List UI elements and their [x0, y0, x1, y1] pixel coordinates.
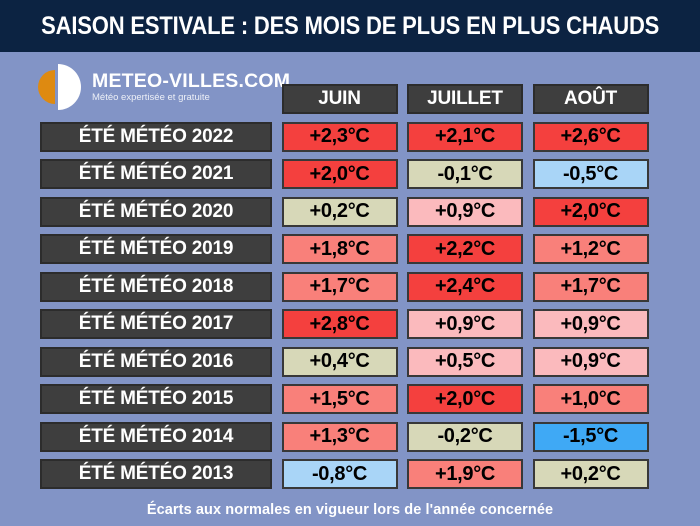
logo-orange-halfmoon	[38, 70, 55, 104]
column-header-août: AOÛT	[532, 84, 649, 114]
value-cell: +2,3°C	[281, 121, 398, 152]
row-label: ÉTÉ MÉTÉO 2013	[40, 459, 272, 489]
column-header-juin: JUIN	[281, 84, 398, 114]
value-cell: +2,0°C	[407, 384, 523, 414]
value-cell: -1,5°C	[532, 421, 649, 452]
row-label: ÉTÉ MÉTÉO 2018	[40, 271, 272, 302]
value-cell: -0,8°C	[281, 459, 398, 489]
logo-tagline: Météo expertisée et gratuite	[92, 92, 210, 104]
value-cell: +2,2°C	[407, 234, 523, 264]
logo-white-halfmoon	[58, 64, 81, 110]
row-label: ÉTÉ MÉTÉO 2021	[40, 159, 272, 189]
footer: Écarts aux normales en vigueur lors de l…	[0, 501, 700, 519]
footer-caption: Écarts aux normales en vigueur lors de l…	[146, 502, 554, 518]
value-cell: +1,5°C	[281, 384, 398, 414]
value-cell: +0,2°C	[532, 459, 649, 489]
value-cell: +2,0°C	[532, 196, 649, 227]
banner-title: SAISON ESTIVALE : DES MOIS DE PLUS EN PL…	[40, 11, 660, 40]
logo-text: METEO-VILLES.COM Météo expertisée et gra…	[92, 69, 291, 104]
logo-icon	[36, 63, 82, 111]
value-cell: +2,8°C	[281, 309, 398, 339]
value-cell: +0,4°C	[281, 346, 398, 377]
data-table: JUIN JUILLET AOÛT ÉTÉ MÉTÉO 2022 +2,3°C +2,1°…	[40, 84, 649, 489]
value-cell: +1,2°C	[532, 234, 649, 264]
row-label: ÉTÉ MÉTÉO 2014	[40, 421, 272, 452]
value-cell: +1,7°C	[281, 271, 398, 302]
value-cell: +2,0°C	[281, 159, 398, 189]
value-cell: -0,5°C	[532, 159, 649, 189]
column-header-juillet: JUILLET	[407, 84, 523, 114]
value-cell: +1,3°C	[281, 421, 398, 452]
value-cell: +0,9°C	[407, 196, 523, 227]
value-cell: +0,2°C	[281, 196, 398, 227]
value-cell: +2,4°C	[407, 271, 523, 302]
banner: SAISON ESTIVALE : DES MOIS DE PLUS EN PL…	[0, 0, 700, 52]
logo-name: METEO-VILLES.COM	[92, 69, 291, 92]
value-cell: -0,2°C	[407, 421, 523, 452]
value-cell: +1,7°C	[532, 271, 649, 302]
value-cell: +0,5°C	[407, 346, 523, 377]
value-cell: +2,1°C	[407, 121, 523, 152]
logo: METEO-VILLES.COM Météo expertisée et gra…	[36, 58, 290, 116]
row-label: ÉTÉ MÉTÉO 2022	[40, 121, 272, 152]
row-label: ÉTÉ MÉTÉO 2016	[40, 346, 272, 377]
row-label: ÉTÉ MÉTÉO 2015	[40, 384, 272, 414]
value-cell: +2,6°C	[532, 121, 649, 152]
row-label: ÉTÉ MÉTÉO 2020	[40, 196, 272, 227]
value-cell: +0,9°C	[532, 309, 649, 339]
value-cell: +1,0°C	[532, 384, 649, 414]
value-cell: +0,9°C	[407, 309, 523, 339]
value-cell: +0,9°C	[532, 346, 649, 377]
row-label: ÉTÉ MÉTÉO 2017	[40, 309, 272, 339]
value-cell: +1,8°C	[281, 234, 398, 264]
row-label: ÉTÉ MÉTÉO 2019	[40, 234, 272, 264]
value-cell: +1,9°C	[407, 459, 523, 489]
value-cell: -0,1°C	[407, 159, 523, 189]
